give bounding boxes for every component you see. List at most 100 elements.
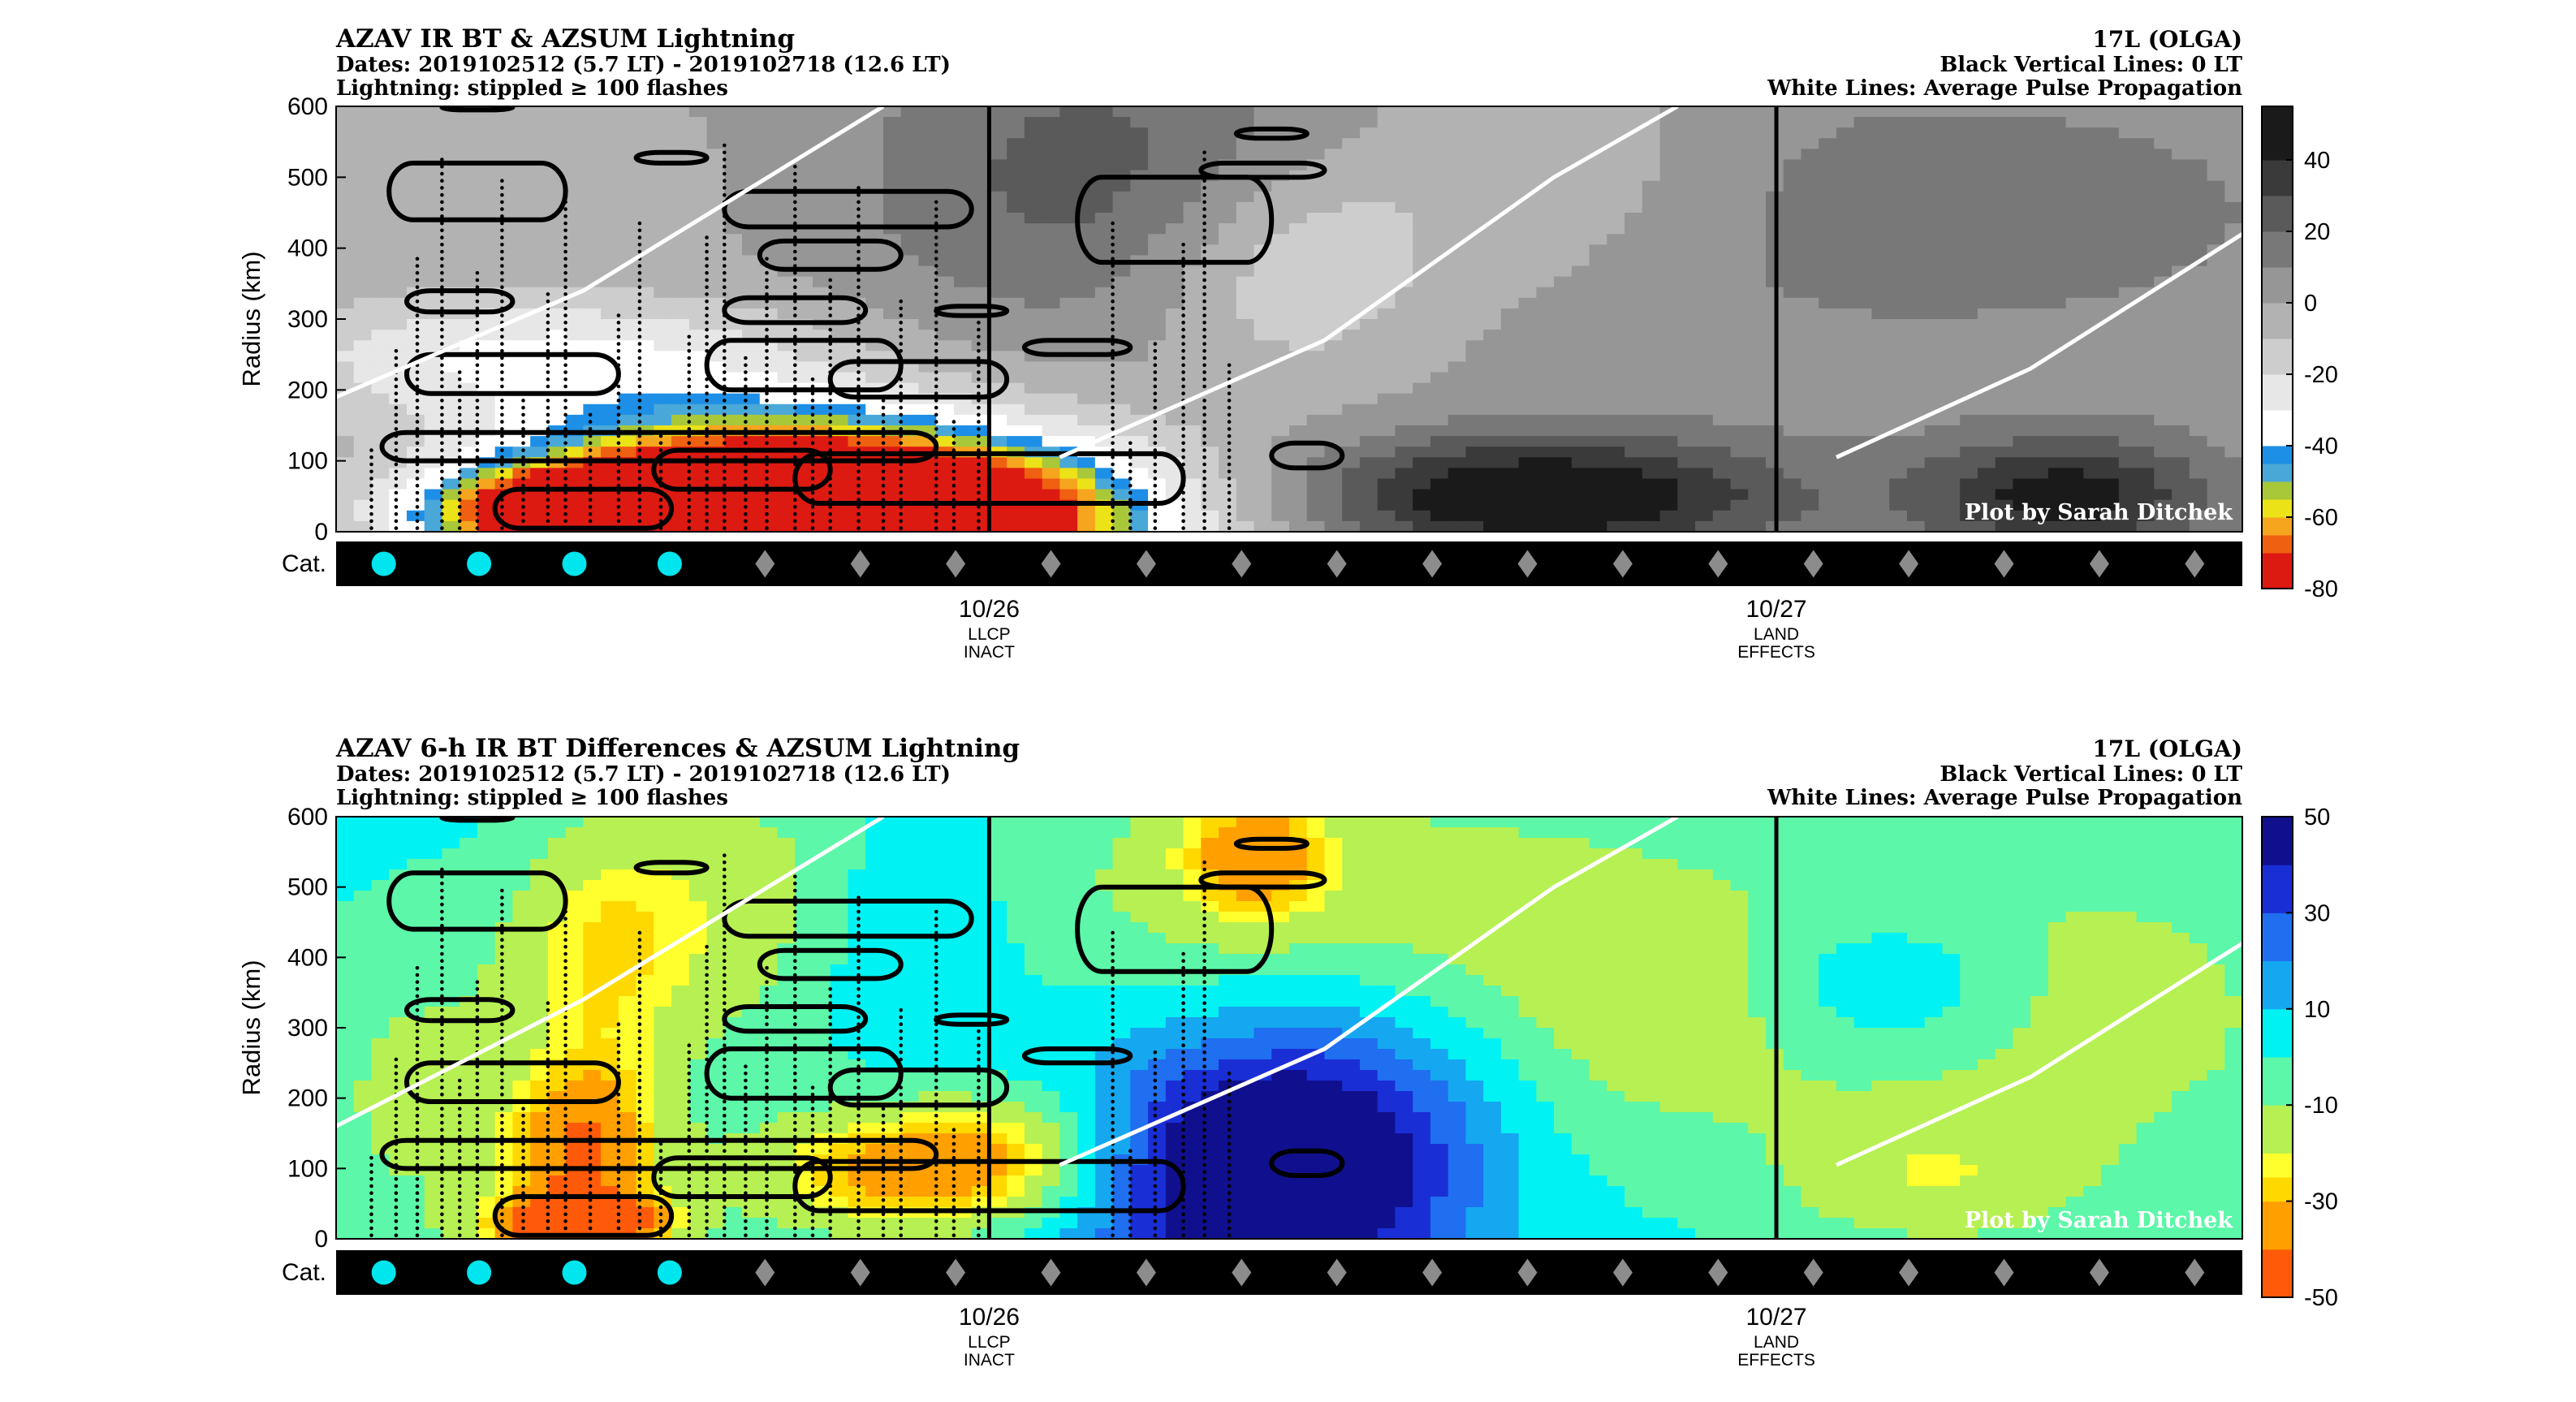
heatmap-cell	[2118, 223, 2138, 235]
heatmap-cell	[971, 436, 990, 447]
heatmap-cell	[1165, 276, 1184, 288]
lightning-stipple	[637, 505, 642, 509]
heatmap-cell	[1571, 138, 1590, 150]
lightning-stipple	[658, 469, 663, 474]
heatmap-cell	[1130, 191, 1149, 203]
heatmap-cell	[1995, 489, 2014, 501]
heatmap-cell	[583, 276, 602, 288]
heatmap-cell	[371, 106, 390, 118]
heatmap-cell	[777, 201, 796, 214]
heatmap-cell	[1942, 276, 1961, 288]
heatmap-cell	[900, 436, 920, 447]
heatmap-cell	[371, 180, 390, 192]
heatmap-cell	[1536, 499, 1555, 511]
lightning-stipple	[723, 143, 727, 148]
heatmap-cell	[1448, 361, 1467, 373]
heatmap-cell	[1853, 244, 1873, 257]
heatmap-cell	[2047, 201, 2067, 214]
heatmap-cell	[1783, 372, 1802, 384]
lightning-stipple	[687, 434, 692, 438]
lightning-stipple	[440, 306, 444, 311]
heatmap-cell	[371, 457, 390, 469]
heatmap-cell	[2030, 403, 2049, 416]
heatmap-cell	[2013, 468, 2031, 480]
heatmap-cell	[1148, 149, 1167, 161]
heatmap-cell	[2154, 393, 2173, 405]
heatmap-cell	[865, 372, 884, 384]
heatmap-cell	[1236, 457, 1255, 469]
heatmap-cell	[442, 478, 460, 490]
heatmap-cell	[1801, 180, 1819, 192]
heatmap-cell	[1889, 138, 1908, 150]
heatmap-cell	[1712, 372, 1732, 384]
heatmap-cell	[724, 393, 743, 405]
heatmap-cell	[1413, 403, 1431, 416]
heatmap-cell	[688, 201, 708, 214]
heatmap-cell	[1271, 244, 1290, 257]
heatmap-cell	[1359, 351, 1379, 363]
heatmap-cell	[688, 297, 708, 309]
heatmap-cell	[2172, 361, 2190, 373]
heatmap-cell	[1094, 265, 1114, 278]
heatmap-cell	[601, 117, 619, 128]
heatmap-cell	[1042, 265, 1061, 278]
heatmap-cell	[389, 403, 408, 416]
heatmap-cell	[2047, 244, 2067, 257]
heatmap-cell	[1695, 489, 1714, 501]
heatmap-cell	[1219, 213, 1237, 224]
heatmap-cell	[918, 159, 937, 171]
heatmap-cell	[565, 297, 585, 309]
heatmap-cell	[1359, 127, 1379, 139]
lightning-stipple	[723, 405, 727, 410]
heatmap-cell	[1730, 170, 1749, 182]
heatmap-cell	[477, 499, 496, 511]
heatmap-cell	[2013, 351, 2031, 363]
heatmap-cell	[1625, 330, 1643, 341]
heatmap-cell	[336, 180, 355, 192]
lightning-stipple	[723, 427, 727, 431]
heatmap-cell	[2118, 330, 2138, 341]
heatmap-cell	[1924, 149, 1944, 161]
heatmap-cell	[1359, 510, 1379, 522]
heatmap-cell	[1395, 372, 1413, 384]
heatmap-cell	[460, 372, 478, 384]
heatmap-cell	[1995, 223, 2014, 235]
heatmap-cell	[1342, 223, 1361, 235]
heatmap-cell	[1306, 117, 1326, 128]
heatmap-cell	[1236, 149, 1255, 161]
heatmap-cell	[1219, 201, 1237, 214]
heatmap-cell	[2047, 468, 2067, 480]
heatmap-cell	[601, 265, 619, 278]
heatmap-cell	[1889, 159, 1908, 171]
heatmap-cell	[2224, 361, 2242, 373]
heatmap-cell	[1730, 372, 1749, 384]
heatmap-cell	[1730, 201, 1749, 214]
heatmap-cell	[953, 265, 973, 278]
heatmap-cell	[1094, 159, 1114, 171]
heatmap-cell	[1271, 520, 1290, 532]
heatmap-cell	[1960, 244, 1978, 257]
heatmap-cell	[2065, 489, 2085, 501]
heatmap-cell	[1730, 276, 1749, 288]
heatmap-cell	[494, 330, 514, 341]
heatmap-cell	[1183, 287, 1202, 299]
heatmap-cell	[1536, 234, 1555, 245]
heatmap-cell	[1077, 425, 1096, 437]
heatmap-cell	[1730, 213, 1749, 224]
heatmap-cell	[1853, 201, 1873, 214]
heatmap-cell	[1942, 308, 1961, 320]
heatmap-cell	[2118, 468, 2138, 480]
heatmap-cell	[688, 287, 708, 299]
heatmap-cell	[1554, 510, 1573, 522]
heatmap-cell	[1219, 330, 1237, 341]
heatmap-cell	[1677, 213, 1696, 224]
lightning-stipple	[765, 427, 769, 431]
heatmap-cell	[1059, 489, 1078, 501]
lightning-stipple	[793, 356, 797, 360]
heatmap-cell	[742, 244, 761, 257]
heatmap-cell	[336, 234, 355, 245]
heatmap-cell	[759, 436, 779, 447]
lightning-stipple	[500, 342, 504, 346]
heatmap-cell	[1889, 414, 1908, 426]
heatmap-cell	[1518, 170, 1538, 182]
